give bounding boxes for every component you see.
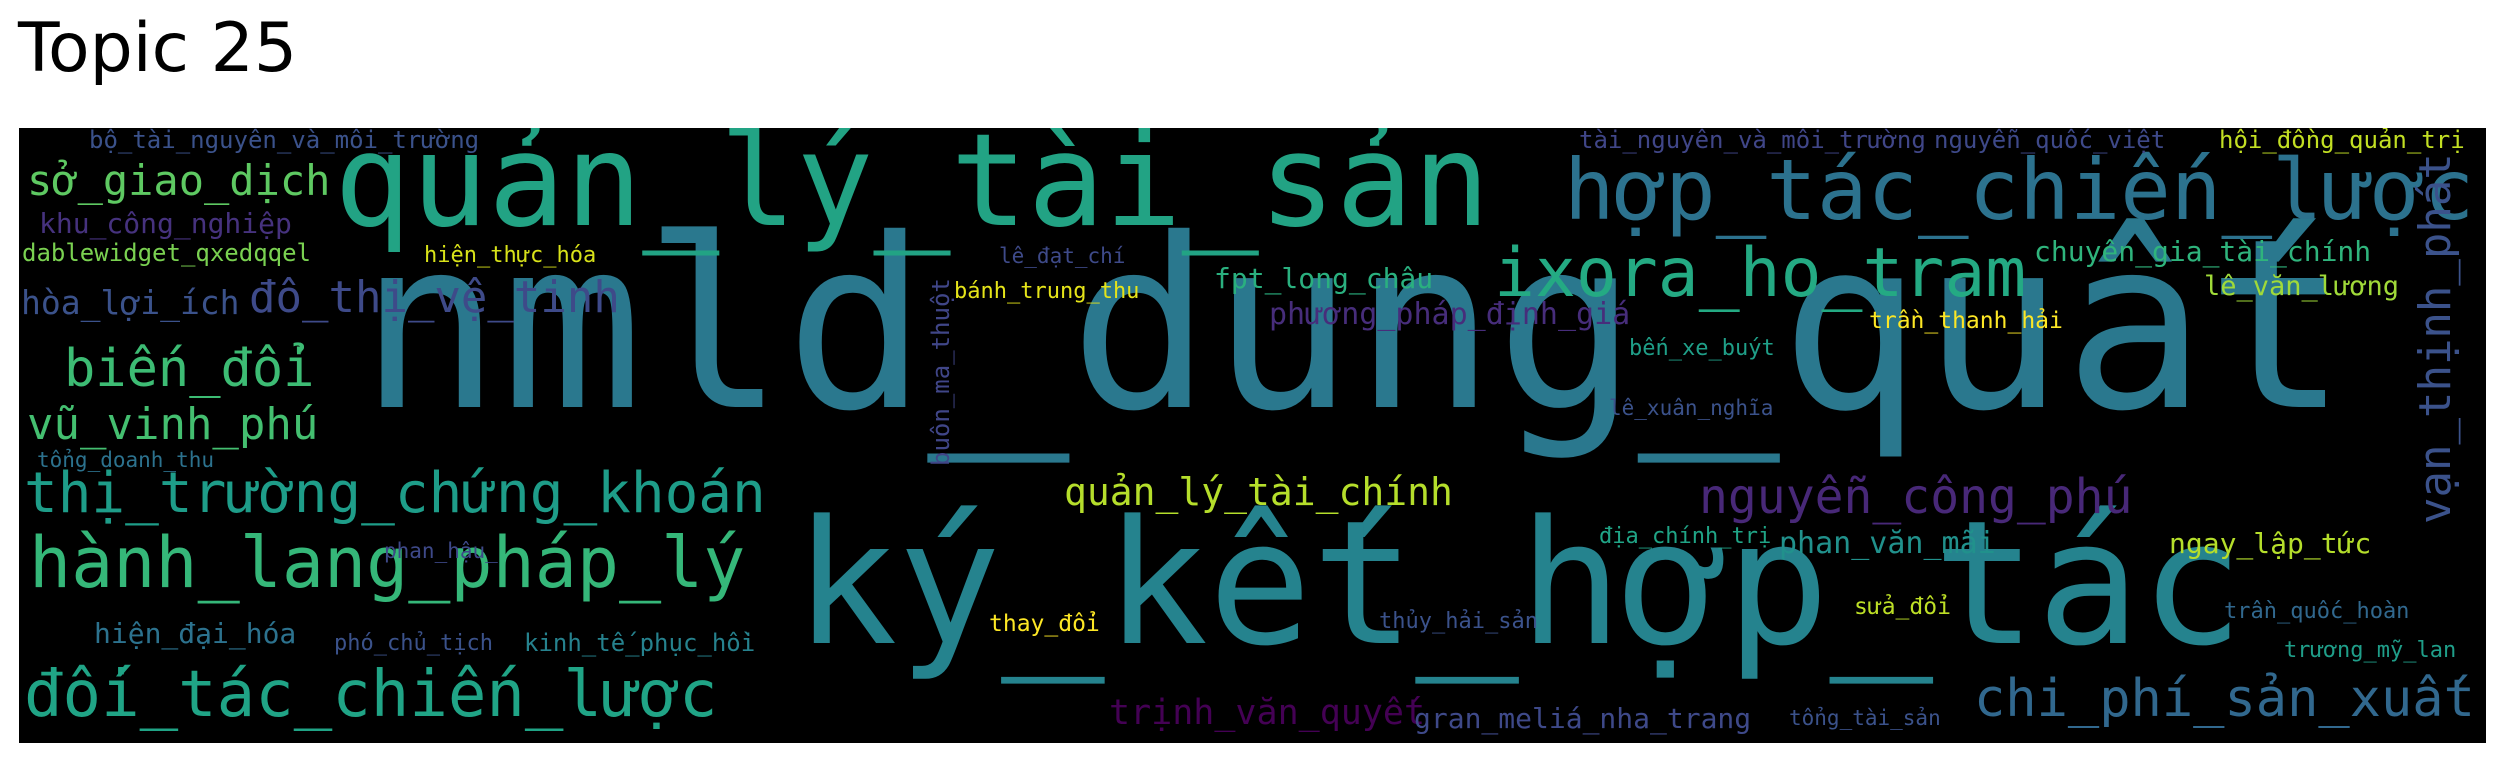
word-21: gran_meliá_nha_trang <box>1414 702 1752 735</box>
word-33: hội_đồng_quản_trị <box>2219 128 2465 154</box>
word-26: ngay_lập_tức <box>2169 527 2372 560</box>
word-17: chuyên_gia_tài_chính <box>2034 235 2372 268</box>
word-29: buôn_ma_thuột <box>927 278 955 466</box>
word-44: thủy_hải_sản <box>1379 609 1538 634</box>
word-20: trịnh_văn_quyết <box>1109 693 1426 733</box>
word-35: lê_đạt_chí <box>999 244 1126 268</box>
word-15: quản_lý_tài_chính <box>1064 470 1453 514</box>
word-48: phó_chủ_tịch <box>334 631 493 656</box>
word-43: thay_đổi <box>989 611 1100 637</box>
word-39: lê_xuân_nghĩa <box>1609 396 1774 420</box>
word-40: tổng_doanh_thu <box>37 448 215 472</box>
word-31: tài_nguyên_và_môi_trường <box>1579 128 1926 154</box>
word-30: bộ_tài_nguyên_và_môi_trường <box>89 128 480 154</box>
page-title: Topic 25 <box>18 9 298 88</box>
word-cloud: nmld_dung_quất ký_kết_hợp_tác quản_lý_tà… <box>19 128 2486 743</box>
word-46: trần_quốc_hoàn <box>2224 599 2410 624</box>
word-38: bến_xe_buýt <box>1629 336 1775 361</box>
word-25: phan_văn_mãi <box>1779 526 1996 561</box>
word-22: hòa_lợi_ích <box>21 283 240 322</box>
word-45: sửa_đổi <box>1854 594 1951 620</box>
word-24: dablewidget_qxedqqel <box>22 239 311 267</box>
word-41: phan_hậu_ <box>384 539 498 563</box>
word-27: hiện_đại_hóa <box>94 617 297 650</box>
word-37: trần_thanh_hải <box>1869 308 2063 334</box>
word-5: hành_lang_pháp_lý <box>29 522 746 604</box>
word-8: chi_phí_sản_xuất <box>1974 669 2475 729</box>
word-0: nmld_dung_quất <box>359 188 2349 463</box>
word-16: phương_pháp_định_giá <box>1269 297 1631 332</box>
word-2: quản_lý_tài_sản <box>334 128 1490 256</box>
word-10: vạn_thịnh_phát <box>2410 153 2461 524</box>
word-13: sở_giao_dịch <box>27 156 331 205</box>
word-12: vũ_vinh_phú <box>27 399 319 450</box>
word-42: địa_chính_trị <box>1599 524 1772 549</box>
word-49: tổng_tài_sản <box>1789 706 1941 730</box>
word-28: kinh_tế_phục_hồi <box>524 629 756 657</box>
word-11: biến_đổi <box>64 339 315 399</box>
word-14: đô_thị_vệ_tinh <box>249 272 620 323</box>
word-18: lê_văn_lương <box>2204 271 2400 302</box>
word-47: trương_mỹ_lan <box>2284 638 2457 663</box>
word-23: khu_công_nghiệp <box>39 207 292 240</box>
word-32: nguyễn_quốc_việt <box>1934 128 2166 154</box>
word-9: nguyễn_công_phú <box>1699 469 2133 525</box>
word-34: hiện_thực_hóa <box>424 243 597 268</box>
word-36: bánh_trung_thu <box>954 279 1140 304</box>
word-3: hợp_tác_chiến_lược <box>1564 141 2475 239</box>
word-4: ixora_ho_tram <box>1494 234 2027 313</box>
word-7: thị_trường_chứng_khoán <box>24 461 766 526</box>
word-1: ký_kết_hợp_tác <box>794 483 2244 684</box>
word-19: fpt_long_châu <box>1214 262 1434 295</box>
word-6: đối_tác_chiến_lược <box>24 658 718 732</box>
